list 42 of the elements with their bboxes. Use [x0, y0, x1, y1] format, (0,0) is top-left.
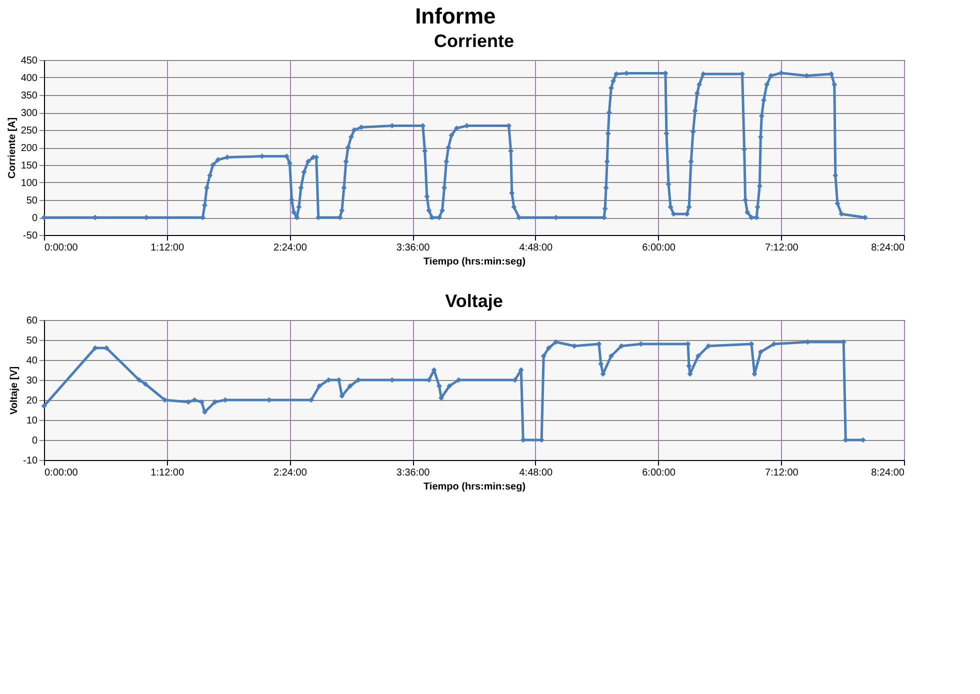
y-tick-label: 10 — [26, 416, 38, 426]
x-tick-label: 2:24:00 — [274, 242, 308, 254]
y-tick-label: 450 — [20, 56, 38, 66]
x-tick-label: 1:12:00 — [150, 242, 184, 254]
x-tick-label: 2:24:00 — [274, 468, 308, 478]
x-tick-label: 6:00:00 — [642, 242, 676, 254]
chart-title: Corriente — [434, 31, 514, 51]
y-tick-label: 200 — [20, 143, 38, 154]
y-tick-label: 20 — [26, 396, 38, 406]
x-tick-label: 1:12:00 — [150, 468, 184, 478]
y-tick-label: 250 — [20, 126, 38, 136]
y-tick-label: 30 — [26, 376, 38, 386]
x-tick-label: 3:36:00 — [396, 242, 430, 254]
x-tick-label: 7:12:00 — [764, 468, 799, 478]
y-tick-label: 40 — [26, 356, 38, 366]
y-tick-label: 0 — [32, 213, 38, 224]
y-tick-label: 60 — [26, 316, 38, 326]
y-tick-label: 300 — [20, 108, 38, 119]
x-tick-label: 3:36:00 — [396, 468, 430, 478]
y-axis-title: Voltaje [V] — [9, 366, 20, 415]
x-tick-label: 6:00:00 — [642, 468, 676, 478]
x-tick-label: 8:24:00 — [871, 242, 905, 254]
x-axis-title: Tiempo (hrs:min:seg) — [423, 256, 526, 268]
x-tick-label: 4:48:00 — [519, 468, 554, 478]
y-tick-label: 50 — [26, 196, 38, 206]
y-tick-label: 50 — [26, 336, 38, 346]
x-tick-label: 0:00:00 — [44, 242, 78, 254]
y-tick-label: -10 — [23, 456, 38, 466]
x-axis-title: Tiempo (hrs:min:seg) — [423, 482, 526, 492]
y-tick-label: 150 — [20, 160, 38, 172]
y-tick-label: -50 — [23, 230, 38, 242]
y-tick-label: 350 — [20, 90, 38, 102]
y-axis-title: Corriente [A] — [6, 117, 18, 179]
y-tick-label: 0 — [32, 436, 38, 446]
x-tick-label: 8:24:00 — [871, 468, 905, 478]
y-tick-label: 100 — [20, 178, 38, 189]
x-tick-label: 7:12:00 — [764, 242, 799, 254]
x-tick-label: 0:00:00 — [44, 468, 78, 478]
y-tick-label: 400 — [20, 73, 38, 84]
x-tick-label: 4:48:00 — [519, 242, 554, 254]
text: Informe — [415, 4, 496, 28]
chart-title: Voltaje — [445, 291, 503, 311]
